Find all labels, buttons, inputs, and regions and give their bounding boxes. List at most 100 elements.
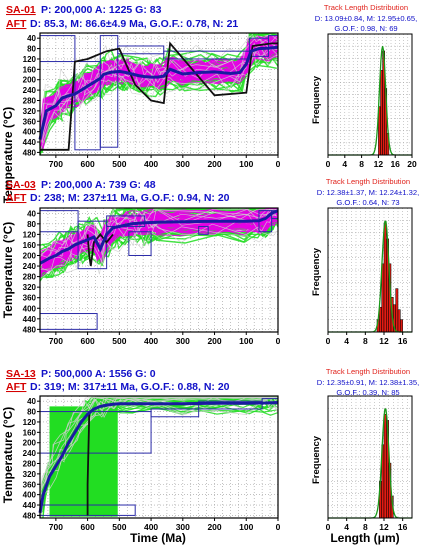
x-tick-label: 0 — [276, 159, 281, 169]
y-tick-label: 80 — [27, 220, 36, 229]
hist-bar — [395, 288, 399, 333]
y-tick-label: 240 — [23, 262, 37, 271]
y-tick-label: 480 — [23, 325, 37, 334]
plot-frame — [39, 32, 279, 156]
hist-x-tick-label: 16 — [398, 522, 408, 532]
y-tick-label: 80 — [27, 408, 36, 417]
x-tick-label: 600 — [81, 159, 95, 169]
hist-bar — [400, 319, 403, 333]
x-tick-label: 100 — [239, 522, 253, 532]
weighted-mean-path — [86, 232, 114, 267]
x-tick-label: 0 — [276, 522, 281, 532]
x-tick-label: 700 — [49, 522, 63, 532]
hist-x-tick-label: 4 — [344, 522, 349, 532]
hist-stats2-sa-03: G.O.F.: 0.64, N: 73 — [336, 198, 399, 207]
y-tick-label: 280 — [23, 459, 37, 468]
rejected-path — [39, 212, 277, 271]
plot-frame — [39, 395, 279, 519]
y-tick-label: 160 — [23, 428, 37, 437]
track-length-histogram-sa-13: 0 4 8 12 16 — [326, 395, 413, 532]
best-fit-path — [38, 45, 279, 140]
hist-x-tick-label: 8 — [363, 336, 368, 346]
constraint-box — [117, 45, 165, 55]
x-tick-label: 500 — [112, 522, 126, 532]
x-tick-label: 200 — [207, 159, 221, 169]
weighted-mean-path — [86, 414, 91, 516]
hist-title-sa-03: Track Length Distribution — [326, 177, 410, 186]
good-path — [39, 208, 276, 260]
hist-ylabel-sa-13: Frequency — [311, 435, 322, 484]
plot-frame — [39, 207, 279, 333]
constraint-box — [198, 225, 209, 235]
hist-stats2-sa-13: G.O.F.: 0.39, N: 85 — [336, 388, 399, 397]
y-tick-label: 360 — [23, 117, 37, 126]
y-tick-label: 120 — [23, 418, 37, 427]
hist-x-tick-label: 0 — [326, 159, 331, 169]
aft-label-sa-13: AFT — [6, 381, 27, 393]
y-axis-label-sa-03: Temperature (°C) — [1, 222, 15, 319]
hist-x-tick-label: 8 — [363, 522, 368, 532]
panel-sa-01: SA-01 P: 200,000 A: 1225 G: 83 AFT D: 85… — [1, 3, 417, 203]
sample-label-sa-13: SA-13 — [6, 368, 36, 380]
track-length-histogram-sa-01: 0 4 8 12 16 20 — [326, 33, 417, 169]
panel-sa-03: SA-03 P: 200,000 A: 739 G: 48 AFT D: 238… — [1, 177, 419, 346]
x-tick-label: 700 — [49, 336, 63, 346]
y-tick-label: 480 — [23, 148, 37, 157]
hist-xlabel-sa-13: Length (μm) — [330, 531, 399, 545]
y-tick-label: 240 — [23, 86, 37, 95]
y-tick-label: 320 — [23, 107, 37, 116]
y-tick-label: 480 — [23, 511, 37, 520]
header-line1-sa-03: P: 200,000 A: 739 G: 48 — [41, 179, 156, 191]
hist-x-tick-label: 12 — [379, 522, 389, 532]
hist-bar — [379, 306, 382, 333]
x-tick-label: 400 — [144, 522, 158, 532]
hist-x-tick-label: 12 — [374, 159, 384, 169]
aft-label-sa-03: AFT — [6, 192, 27, 204]
hist-frame — [327, 207, 413, 333]
aft-label-sa-01: AFT — [6, 18, 27, 30]
hist-ylabel-sa-03: Frequency — [311, 247, 322, 296]
hist-frame — [327, 33, 413, 156]
x-tick-label: 700 — [49, 159, 63, 169]
good-path — [39, 208, 278, 261]
rejected-path — [40, 208, 278, 266]
y-tick-label: 120 — [23, 55, 37, 64]
hist-stats1-sa-03: D: 12.38±1.37, M: 12.24±1.32, — [317, 188, 419, 197]
y-tick-label: 440 — [23, 315, 37, 324]
x-tick-label: 500 — [112, 159, 126, 169]
constraint-box — [128, 231, 152, 256]
x-axis-label-sa-13: Time (Ma) — [130, 531, 186, 545]
x-tick-label: 400 — [144, 336, 158, 346]
acceptable-path — [39, 33, 278, 130]
header-line2-sa-01: D: 85.3, M: 86.6±4.9 Ma, G.O.F.: 0.78, N… — [30, 18, 238, 30]
constraint-box — [150, 408, 200, 418]
panel-sa-13: SA-13 P: 500,000 A: 1556 G: 0 AFT D: 319… — [1, 367, 419, 545]
best-fit-path — [39, 209, 279, 265]
y-tick-label: 320 — [23, 283, 37, 292]
header-line2-sa-03: D: 238; M: 237±11 Ma, G.O.F.: 0.94, N: 2… — [30, 192, 230, 204]
hist-title-sa-01: Track Length Distribution — [324, 3, 408, 12]
header-line1-sa-13: P: 500,000 A: 1556 G: 0 — [41, 368, 156, 380]
rejected-path — [39, 208, 277, 257]
y-tick-label: 40 — [27, 34, 36, 43]
hist-stats1-sa-13: D: 12.35±0.91, M: 12.38±1.35, — [317, 378, 419, 387]
hist-x-tick-label: 0 — [326, 522, 331, 532]
y-tick-label: 40 — [27, 397, 36, 406]
y-tick-label: 240 — [23, 449, 37, 458]
track-length-histogram-sa-03: 0 4 8 12 16 — [326, 207, 413, 346]
rejected-path — [39, 45, 279, 151]
x-tick-label: 300 — [176, 159, 190, 169]
hist-stats1-sa-01: D: 13.09±0.84, M: 12.95±0.65, — [315, 14, 417, 23]
sample-label-sa-03: SA-03 — [6, 179, 36, 191]
y-axis-label-sa-01: Temperature (°C) — [1, 107, 15, 204]
rejected-path — [41, 209, 276, 264]
x-tick-label: 400 — [144, 159, 158, 169]
y-tick-label: 400 — [23, 304, 37, 313]
x-tick-label: 100 — [239, 159, 253, 169]
x-tick-label: 600 — [81, 336, 95, 346]
hist-bar — [383, 222, 387, 333]
rejected-path — [39, 39, 279, 142]
y-tick-label: 360 — [23, 480, 37, 489]
hist-title-sa-13: Track Length Distribution — [326, 367, 410, 376]
y-tick-label: 120 — [23, 230, 37, 239]
